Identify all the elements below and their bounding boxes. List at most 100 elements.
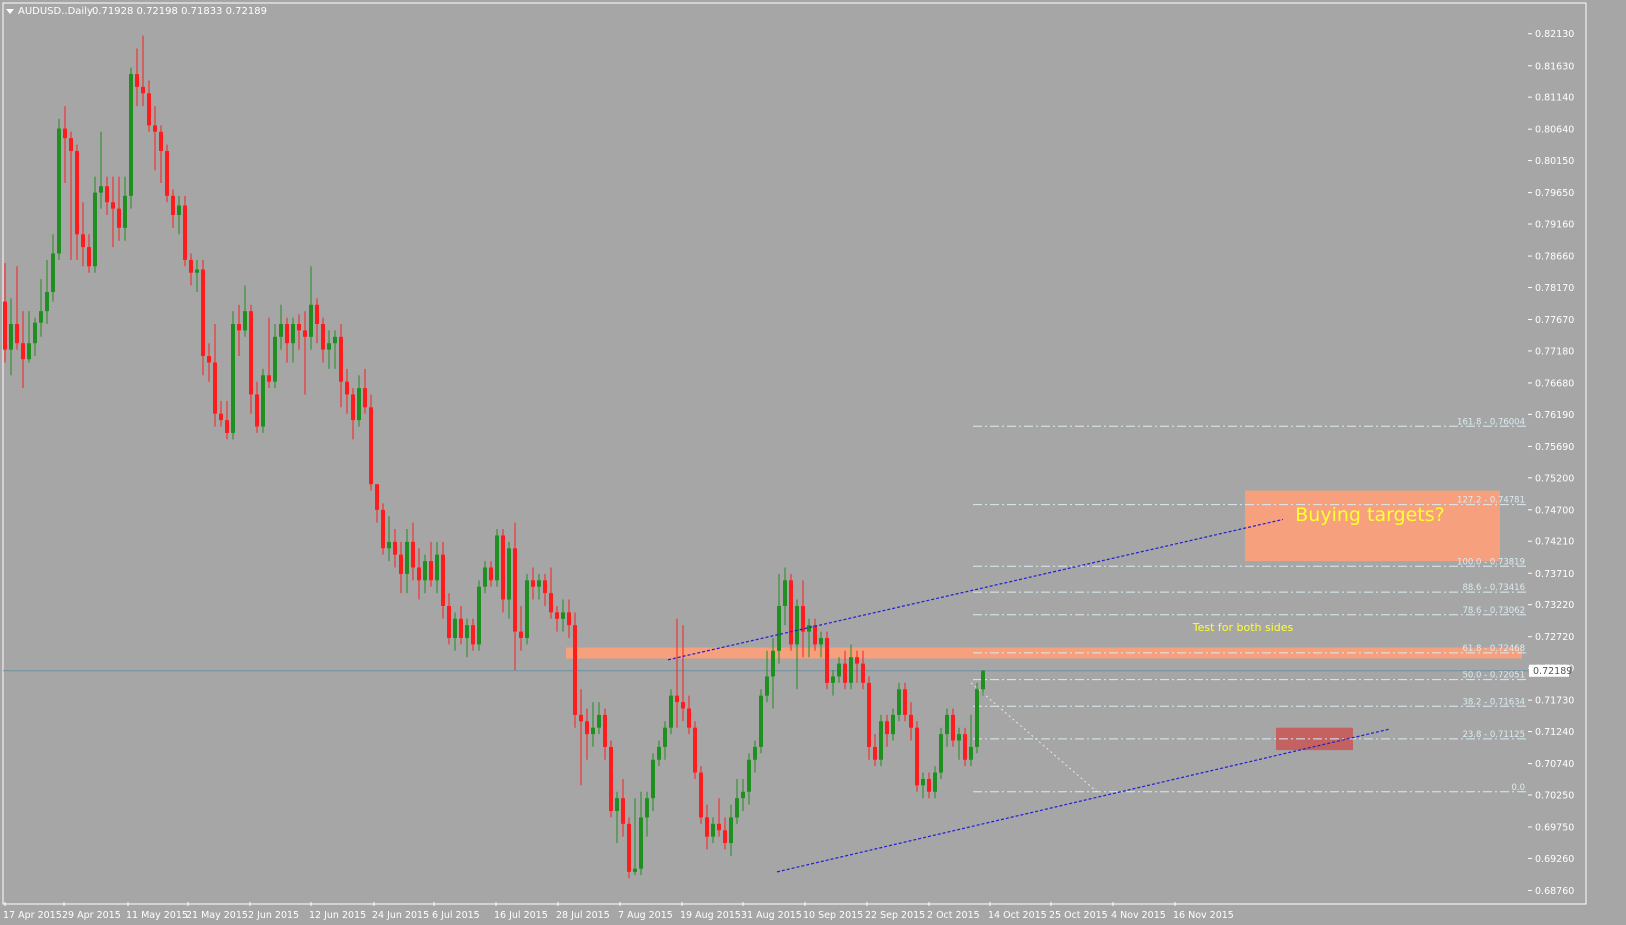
x-tick-label: 21 May 2015 <box>186 910 248 921</box>
bear-candle <box>585 721 589 735</box>
bull-candle <box>33 322 37 344</box>
bear-candle <box>321 323 325 350</box>
bull-candle <box>423 561 427 581</box>
bear-candle <box>147 93 151 126</box>
bear-candle <box>519 631 523 638</box>
bull-candle <box>741 791 745 799</box>
y-tick-label: 0.70250 <box>1535 790 1574 801</box>
bear-candle <box>303 330 307 337</box>
fib-label: 127.2 - 0.74781 <box>1457 496 1525 506</box>
x-tick-label: 29 Apr 2015 <box>62 910 121 921</box>
y-tick-label: 0.76680 <box>1535 378 1574 389</box>
bear-candle <box>153 125 157 132</box>
x-tick-label: 24 Jun 2015 <box>372 910 429 921</box>
bear-candle <box>603 714 607 747</box>
bull-candle <box>39 311 43 323</box>
symbol-title: AUDUSD..Daily <box>18 6 93 17</box>
bear-candle <box>693 727 697 773</box>
y-tick-label: 0.79650 <box>1535 188 1574 199</box>
bear-candle <box>87 247 91 267</box>
bear-candle <box>801 605 805 632</box>
bear-candle <box>441 554 445 606</box>
bull-candle <box>333 336 337 344</box>
bull-candle <box>735 798 739 818</box>
bear-candle <box>531 580 535 587</box>
bear-candle <box>63 128 67 139</box>
x-tick-label: 4 Nov 2015 <box>1111 910 1166 921</box>
bear-candle <box>813 625 817 645</box>
bull-candle <box>669 695 673 728</box>
fib-label: 0.0 <box>1511 783 1525 793</box>
bear-candle <box>141 86 145 94</box>
fibonacci-levels: 161.8 - 0.76004 127.2 - 0.74781 100.0 - 0.… <box>3 417 1528 793</box>
y-tick-label: 0.81630 <box>1535 61 1574 72</box>
y-tick-label: 0.80150 <box>1535 156 1574 167</box>
bull-candle <box>897 689 901 715</box>
bull-candle <box>795 605 799 645</box>
bear-candle <box>399 554 403 574</box>
bear-candle <box>105 186 109 203</box>
bear-candle <box>567 612 571 626</box>
bear-candle <box>459 618 463 638</box>
x-tick-label: 11 May 2015 <box>126 910 188 921</box>
bull-candle <box>849 657 853 683</box>
bull-candle <box>777 605 781 651</box>
y-tick-label: 0.71730 <box>1535 696 1574 707</box>
y-tick-label: 0.81140 <box>1535 93 1574 104</box>
bull-candle <box>51 253 55 292</box>
bear-candle <box>183 205 187 260</box>
bull-candle <box>435 554 439 581</box>
y-tick-label: 0.70740 <box>1535 759 1574 770</box>
bear-candle <box>885 721 889 735</box>
bear-candle <box>903 689 907 715</box>
bull-candle <box>639 817 643 869</box>
x-tick-label: 19 Aug 2015 <box>680 910 741 921</box>
bear-candle <box>927 778 931 792</box>
bull-candle <box>921 778 925 786</box>
bull-candle <box>309 304 313 337</box>
bear-candle <box>237 323 241 331</box>
fib-label: 61.8 - 0.72468 <box>1462 644 1525 654</box>
bull-candle <box>879 721 883 760</box>
bull-candle <box>483 567 487 587</box>
bear-candle <box>381 509 385 549</box>
bull-candle <box>645 798 649 818</box>
bull-candle <box>495 535 499 581</box>
bear-candle <box>267 375 271 382</box>
bear-candle <box>867 682 871 747</box>
bear-candle <box>135 74 139 87</box>
x-tick-label: 25 Oct 2015 <box>1049 910 1108 921</box>
bear-candle <box>3 301 7 350</box>
bull-candle <box>57 128 61 254</box>
y-tick-label: 0.68760 <box>1535 886 1574 897</box>
bull-candle <box>597 714 601 728</box>
bull-candle <box>747 759 751 792</box>
bull-candle <box>273 336 277 382</box>
bull-candle <box>99 186 103 193</box>
bear-candle <box>21 343 25 360</box>
bull-candle <box>453 618 457 638</box>
bull-candle <box>405 541 409 574</box>
bull-candle <box>537 580 541 587</box>
bear-candle <box>861 663 865 683</box>
bear-candle <box>393 541 397 555</box>
symbol-menu-arrow-icon[interactable] <box>6 9 14 14</box>
bull-candle <box>465 625 469 638</box>
bull-candle <box>615 798 619 812</box>
bear-candle <box>501 535 505 600</box>
bull-candle <box>327 343 331 350</box>
y-tick-label: 0.74700 <box>1535 505 1574 516</box>
bear-candle <box>417 567 421 581</box>
bear-candle <box>909 714 913 728</box>
bear-candle <box>789 580 793 645</box>
bull-candle <box>981 670 985 690</box>
bull-candle <box>837 663 841 677</box>
bull-candle <box>783 580 787 606</box>
bear-candle <box>75 150 79 235</box>
bull-candle <box>771 650 775 677</box>
bull-candle <box>819 637 823 645</box>
x-tick-label: 28 Jul 2015 <box>556 910 610 921</box>
